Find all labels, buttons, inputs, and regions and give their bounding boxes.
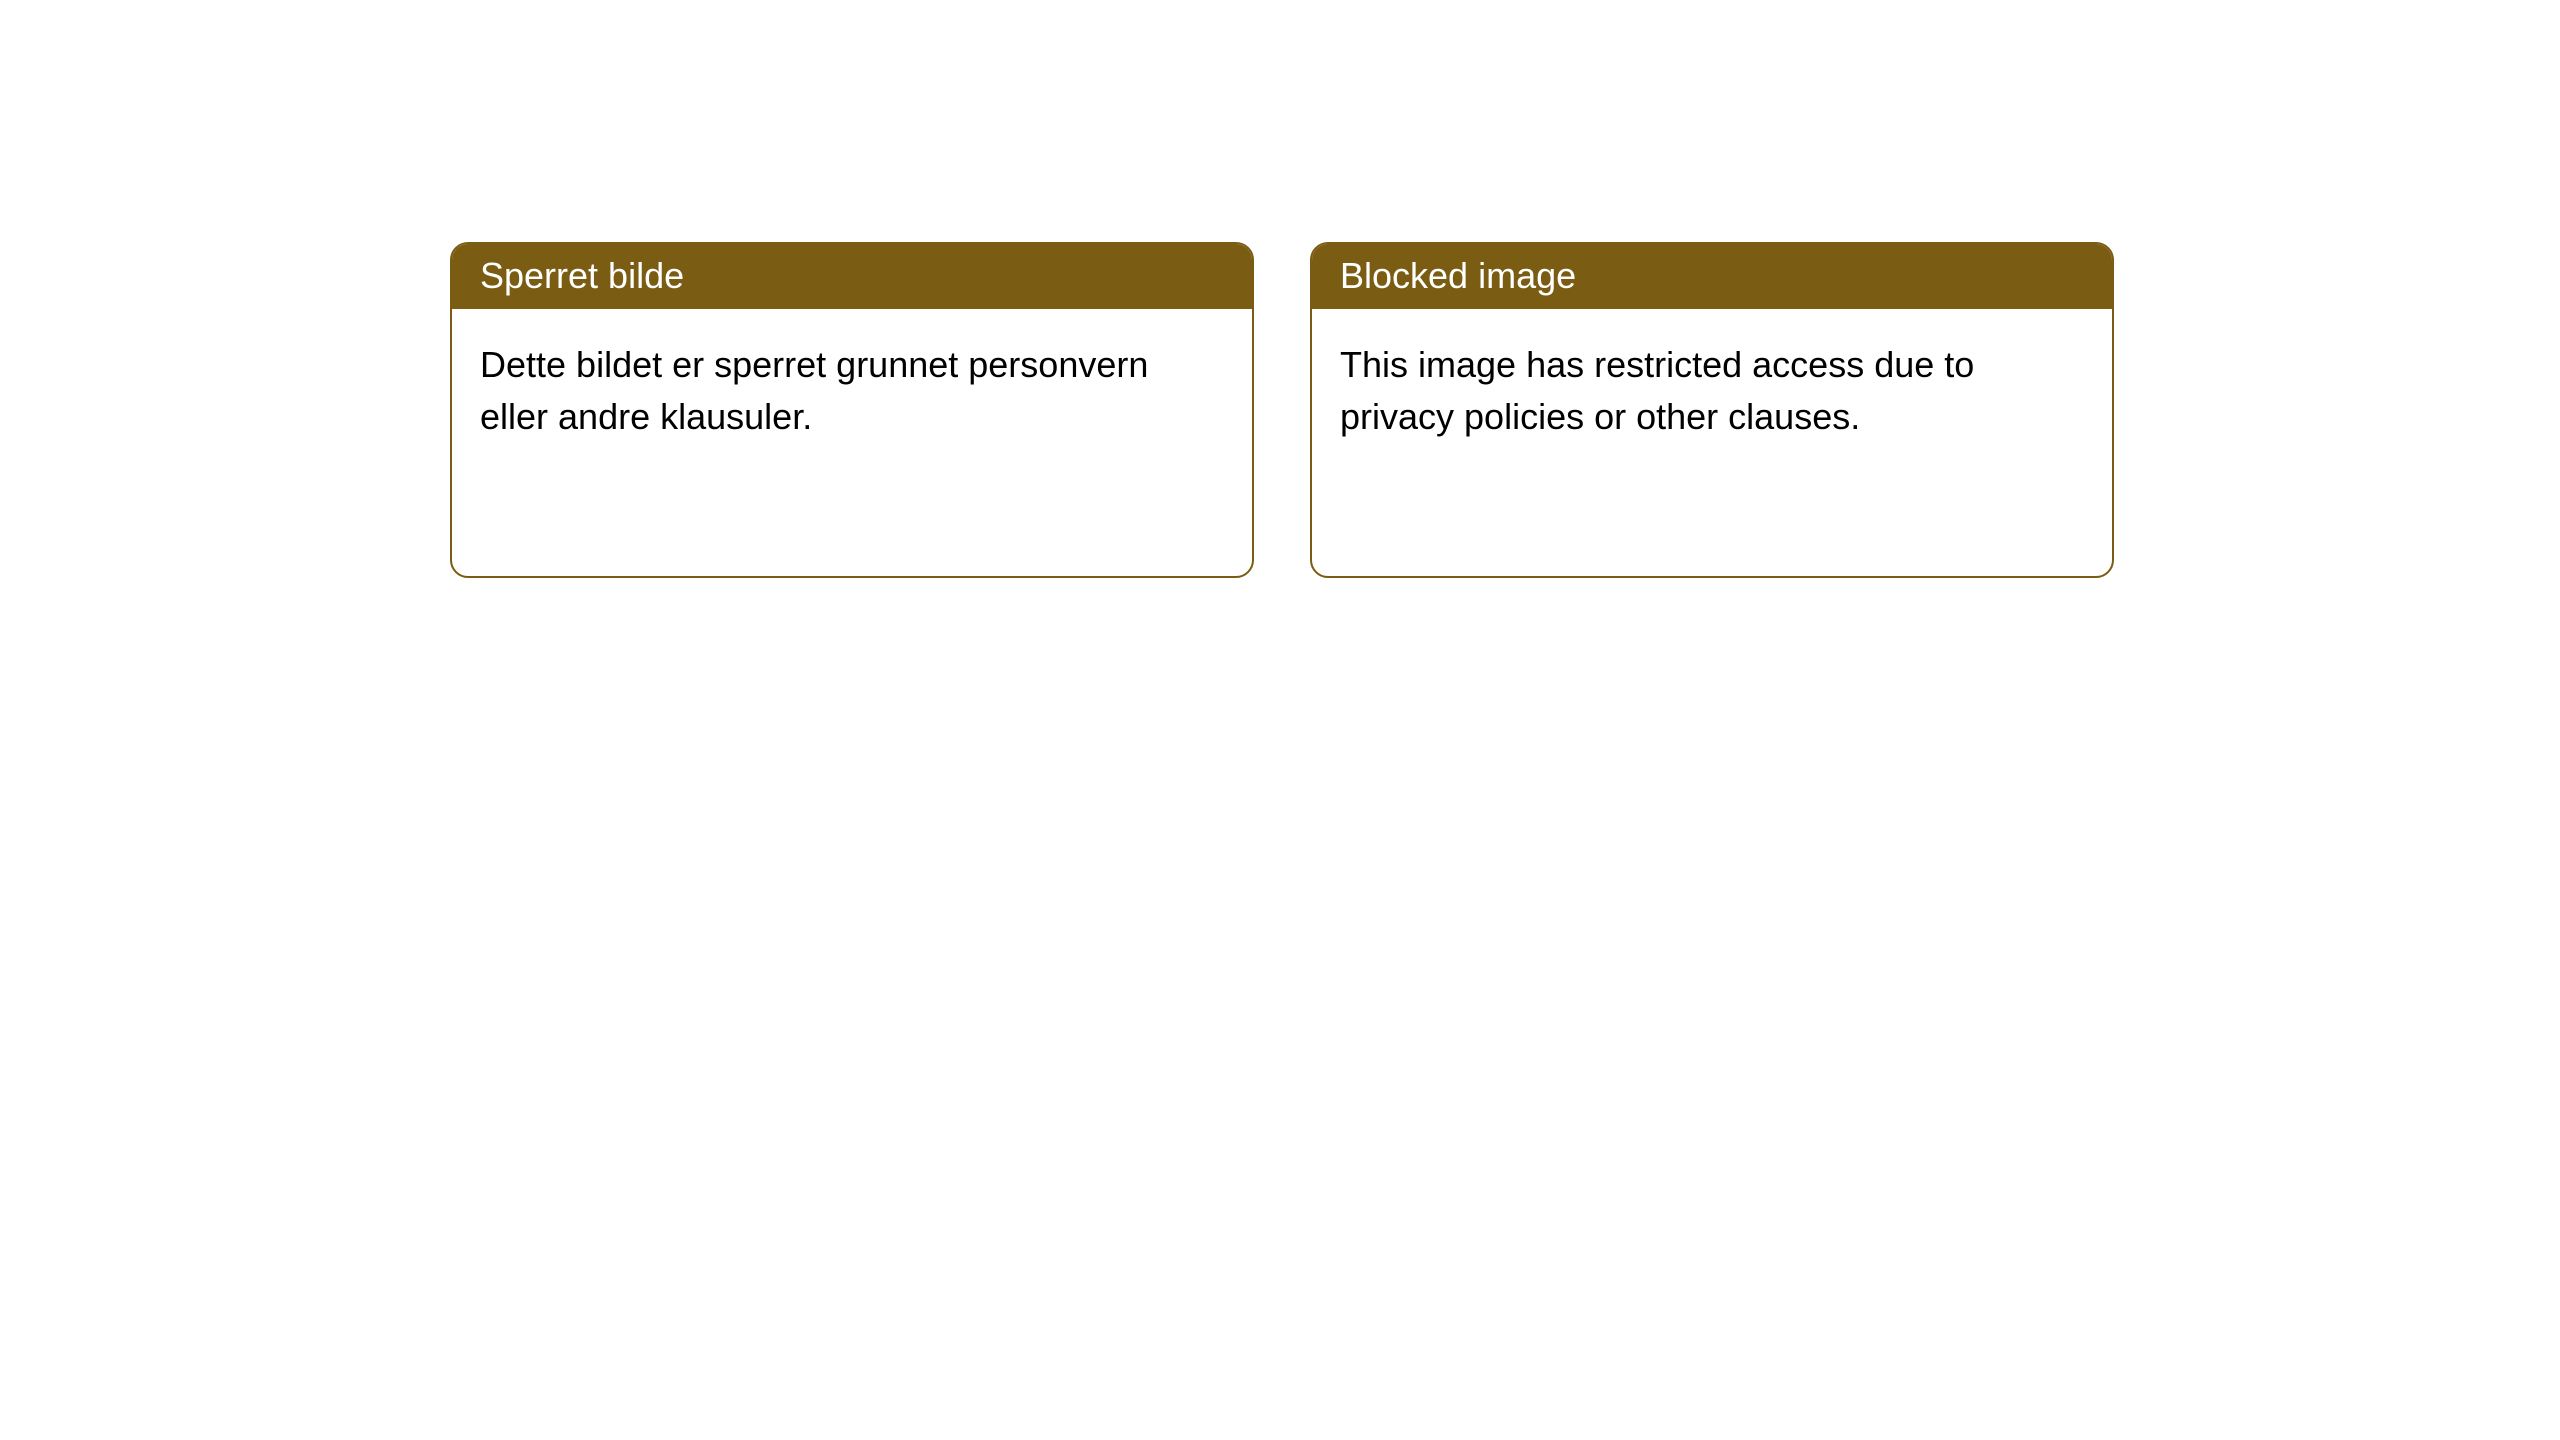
blocked-image-card-no: Sperret bilde Dette bildet er sperret gr… [450,242,1254,578]
card-header: Sperret bilde [452,244,1252,309]
card-body: This image has restricted access due to … [1312,309,2112,473]
card-body-text: Dette bildet er sperret grunnet personve… [480,344,1148,437]
card-body-text: This image has restricted access due to … [1340,344,1974,437]
card-title: Blocked image [1340,255,1576,296]
blocked-image-card-en: Blocked image This image has restricted … [1310,242,2114,578]
card-header: Blocked image [1312,244,2112,309]
card-body: Dette bildet er sperret grunnet personve… [452,309,1252,473]
card-title: Sperret bilde [480,255,684,296]
notice-container: Sperret bilde Dette bildet er sperret gr… [0,0,2560,578]
